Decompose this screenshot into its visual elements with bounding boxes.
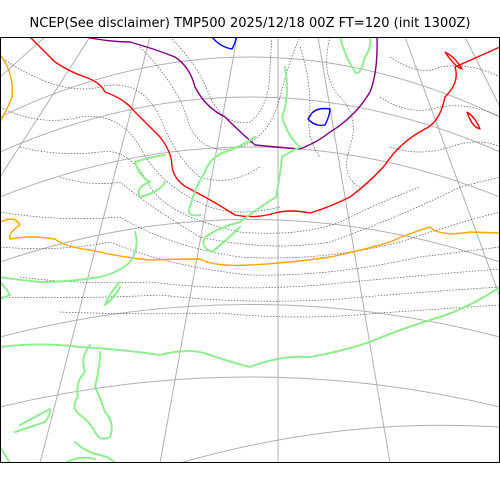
isotherm-blue-north bbox=[211, 37, 237, 50]
isotherm-orange-north bbox=[0, 54, 13, 123]
isotherm-orange bbox=[0, 218, 500, 267]
isotherm-red-small-north bbox=[444, 51, 463, 70]
isotherm-purple bbox=[84, 37, 378, 150]
temperature-map bbox=[0, 37, 500, 463]
map-frame bbox=[0, 37, 500, 463]
map-title: NCEP(See disclaimer) TMP500 2025/12/18 0… bbox=[29, 16, 471, 31]
graticule bbox=[0, 37, 500, 463]
minor-isotherms bbox=[0, 37, 500, 318]
coastlines bbox=[0, 37, 500, 463]
isotherm-blue-east bbox=[307, 107, 331, 127]
isotherm-red-small-east bbox=[466, 111, 481, 130]
isotherm-red bbox=[29, 37, 500, 218]
